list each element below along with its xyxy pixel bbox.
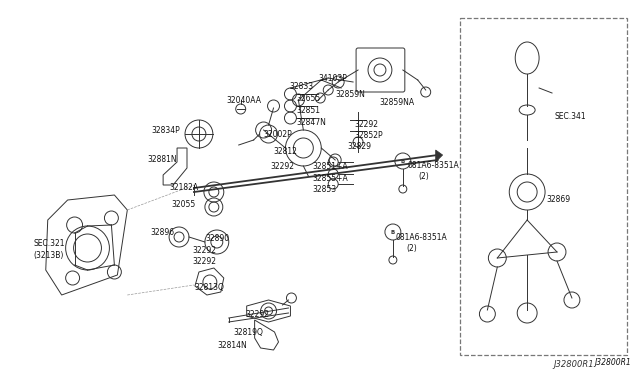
Text: B: B [391, 230, 395, 234]
Text: 32292: 32292 [192, 257, 216, 266]
Text: J32800R1: J32800R1 [553, 360, 594, 369]
Text: 32851: 32851 [296, 106, 321, 115]
Text: 081A6-8351A: 081A6-8351A [396, 233, 447, 242]
Text: (2): (2) [407, 244, 417, 253]
Text: 32814N: 32814N [218, 341, 248, 350]
Text: SEC.341: SEC.341 [554, 112, 586, 121]
Text: 32829: 32829 [347, 142, 371, 151]
Text: 32292: 32292 [271, 162, 294, 171]
Text: 32292: 32292 [246, 310, 269, 319]
Text: 32833: 32833 [289, 82, 314, 91]
Text: 32002P: 32002P [264, 130, 292, 139]
Text: B: B [401, 158, 405, 164]
Text: 32869: 32869 [546, 195, 570, 204]
Text: 32040AA: 32040AA [227, 96, 262, 105]
Text: 32812: 32812 [273, 147, 298, 156]
Text: 32813Q: 32813Q [194, 283, 224, 292]
Text: 32655: 32655 [296, 94, 321, 103]
Text: 081A6-8351A: 081A6-8351A [408, 161, 460, 170]
Text: 32182A: 32182A [169, 183, 198, 192]
Text: 32852P: 32852P [354, 131, 383, 140]
Text: 32859N: 32859N [335, 90, 365, 99]
Text: 32881N: 32881N [147, 155, 177, 164]
Text: (2): (2) [419, 172, 429, 181]
Bar [460, 18, 627, 355]
Text: 32055: 32055 [171, 200, 195, 209]
Text: 32819Q: 32819Q [234, 328, 264, 337]
Text: 32853: 32853 [312, 185, 337, 194]
Text: 32292: 32292 [354, 120, 378, 129]
Text: 32834P: 32834P [151, 126, 180, 135]
Text: (3213B): (3213B) [34, 251, 64, 260]
Polygon shape [436, 150, 443, 162]
Text: 32896: 32896 [150, 228, 174, 237]
Text: 32859NA: 32859NA [379, 98, 414, 107]
Text: 32851+A: 32851+A [312, 162, 348, 171]
Text: 32847N: 32847N [296, 118, 326, 127]
Text: 32855+A: 32855+A [312, 174, 348, 183]
Text: 32890: 32890 [206, 234, 230, 243]
Text: SEC.321: SEC.321 [34, 239, 65, 248]
Text: J32800R1: J32800R1 [594, 358, 630, 367]
Text: 32292: 32292 [192, 246, 216, 255]
Text: 34103P: 34103P [318, 74, 347, 83]
